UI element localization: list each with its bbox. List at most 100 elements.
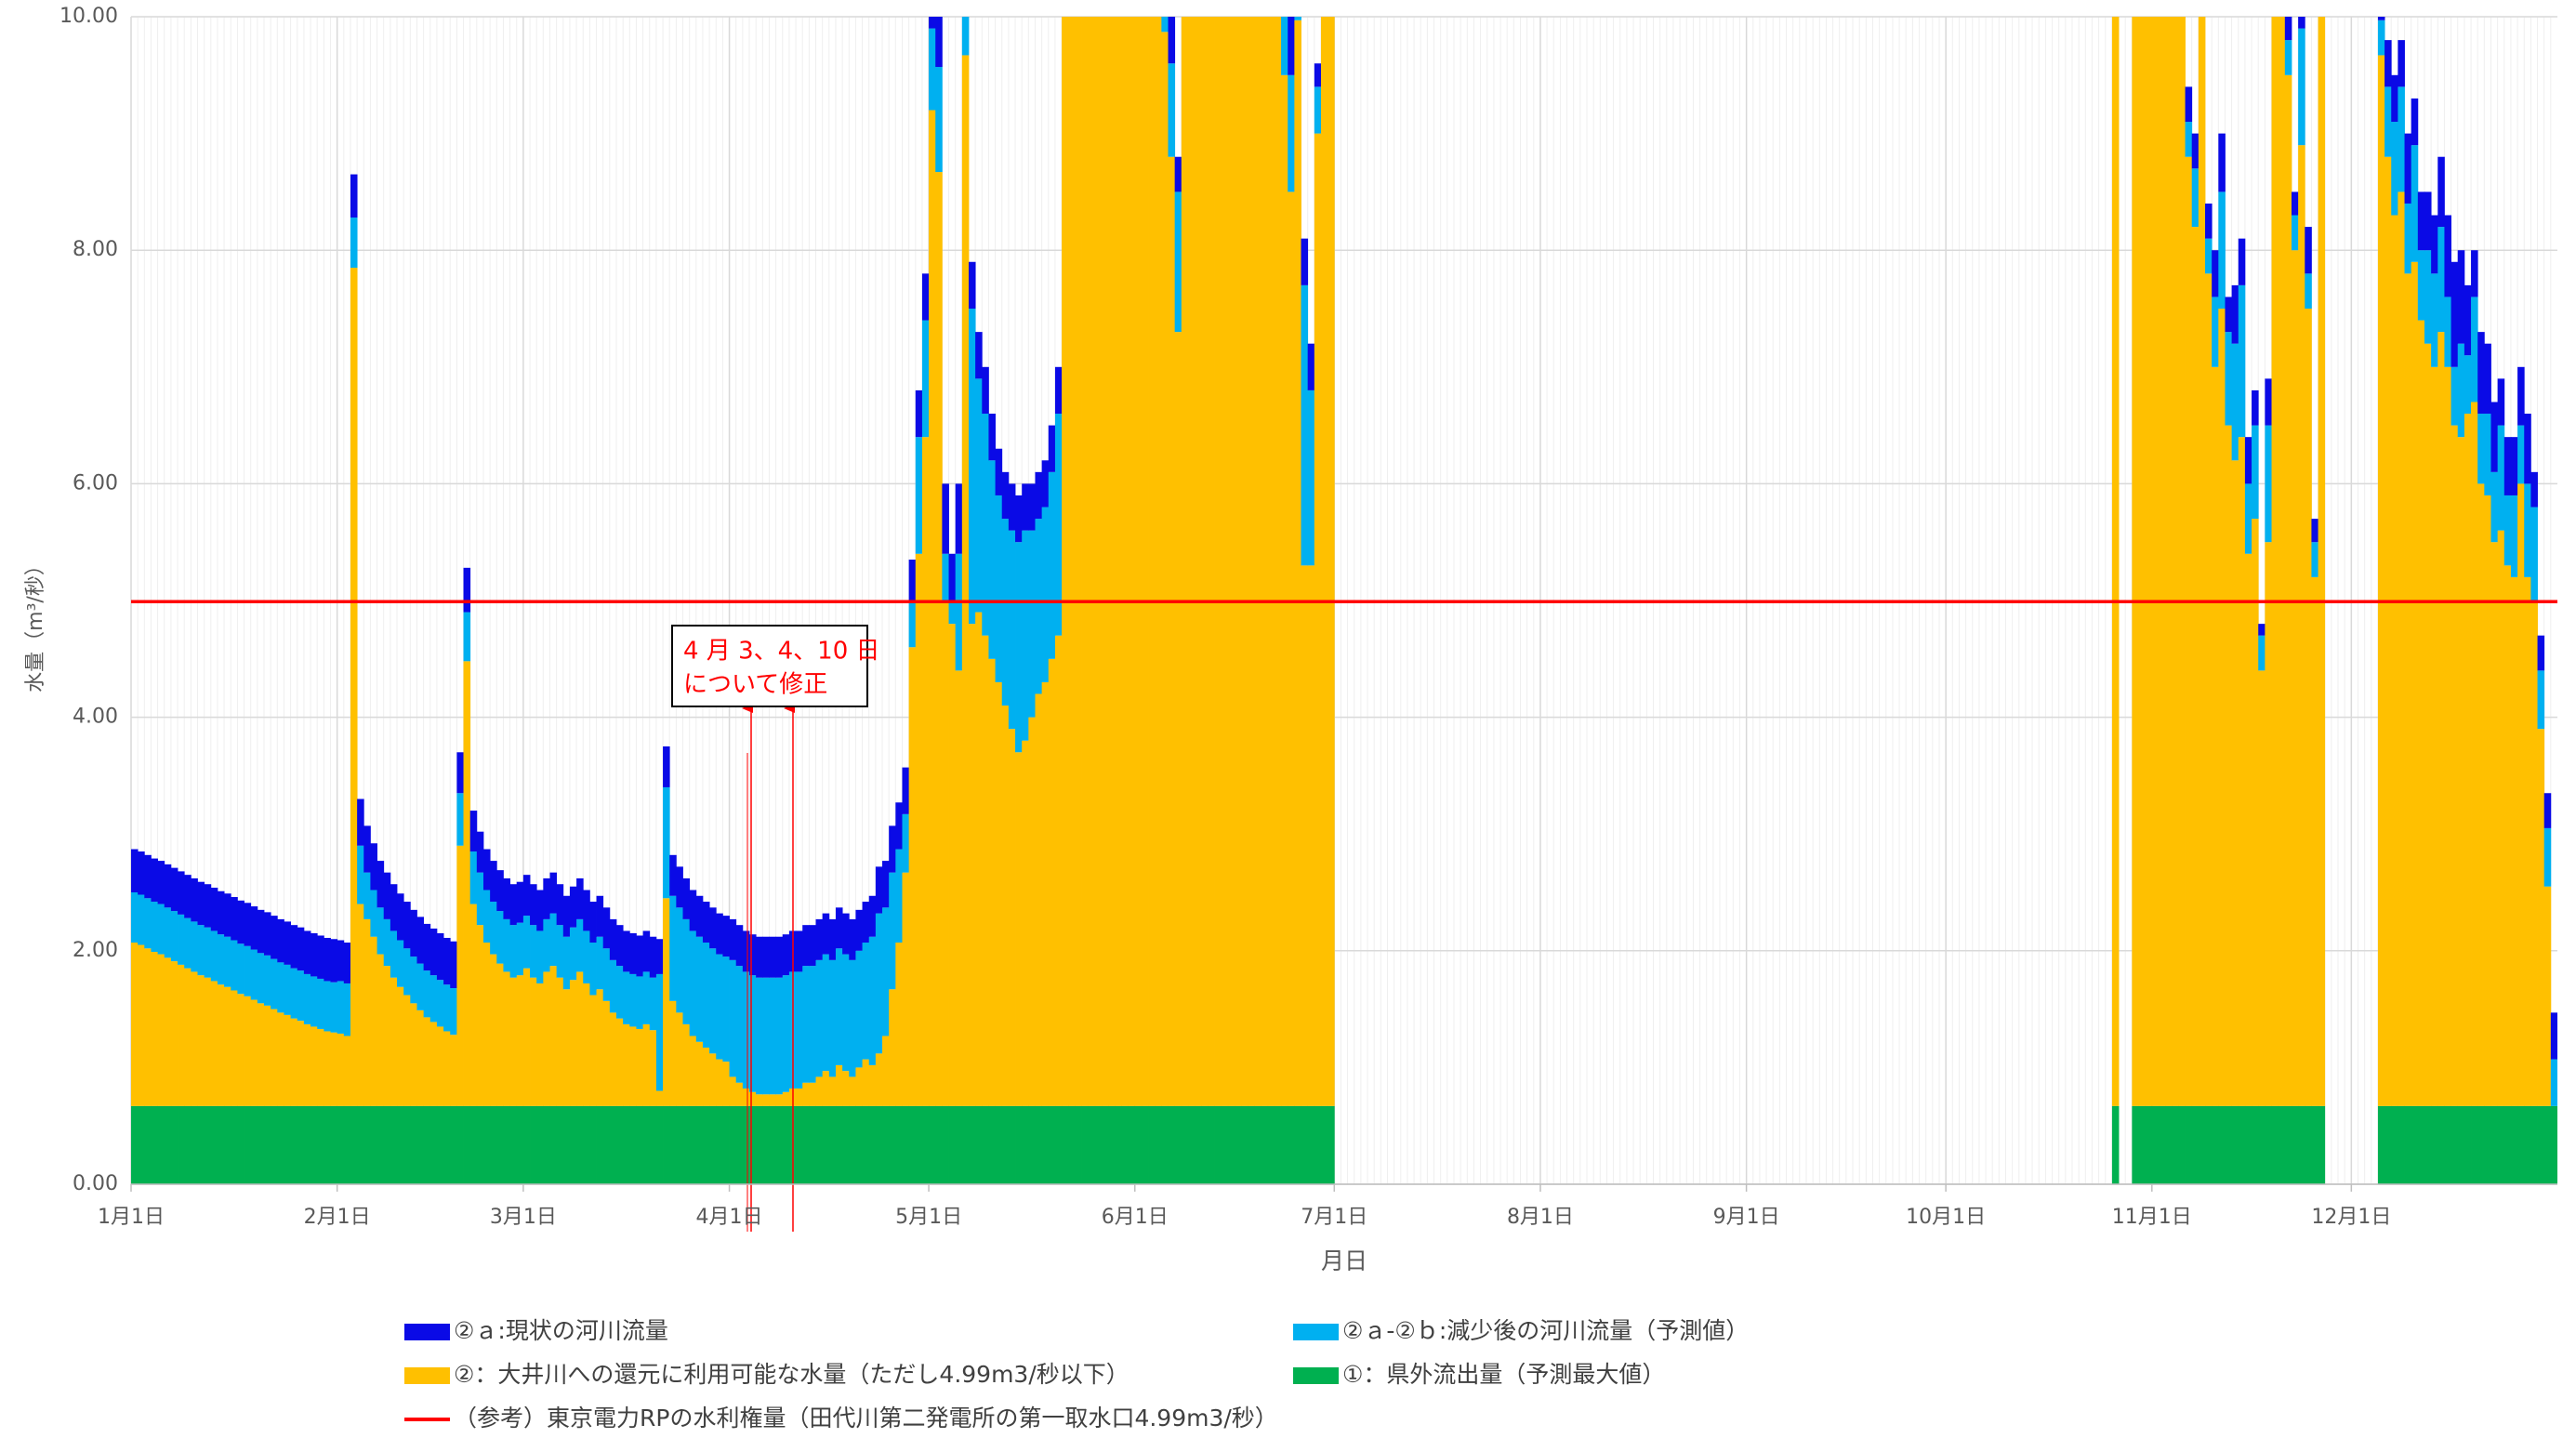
bar-segment bbox=[2484, 343, 2491, 415]
bar-segment bbox=[895, 943, 903, 1106]
bar-segment bbox=[849, 918, 856, 960]
bar-segment bbox=[2471, 250, 2478, 297]
bar-segment bbox=[2510, 437, 2518, 495]
bar-segment bbox=[955, 670, 963, 1106]
bar-segment bbox=[423, 1017, 431, 1106]
bar-segment bbox=[390, 930, 398, 978]
bar-segment bbox=[908, 560, 917, 600]
legend-label: ②ａ:現状の河川流量 bbox=[454, 1317, 668, 1344]
bar-segment bbox=[1028, 530, 1036, 718]
bar-segment bbox=[835, 1064, 843, 1106]
bar-segment bbox=[2457, 1105, 2465, 1184]
bar-segment bbox=[530, 925, 537, 978]
bar-segment bbox=[1301, 284, 1309, 566]
bar-segment bbox=[1088, 1105, 1096, 1184]
bar-segment bbox=[2471, 297, 2478, 402]
bar-segment bbox=[921, 273, 930, 321]
bar-segment bbox=[702, 1048, 710, 1106]
bar-segment bbox=[1001, 471, 1010, 520]
bar-segment bbox=[749, 1105, 757, 1184]
bar-segment bbox=[995, 1105, 1003, 1184]
bar-segment bbox=[2477, 332, 2485, 415]
bar-segment bbox=[975, 612, 983, 1106]
bar-segment bbox=[2510, 495, 2518, 577]
bar-segment bbox=[576, 1105, 584, 1184]
bar-segment bbox=[490, 861, 497, 903]
bar-segment bbox=[138, 944, 145, 1106]
bar-segment bbox=[1141, 17, 1149, 1106]
bar-segment bbox=[2484, 495, 2491, 1106]
bar-segment bbox=[469, 811, 478, 852]
bar-segment bbox=[2305, 1105, 2312, 1184]
bar-segment bbox=[476, 1105, 484, 1184]
bar-segment bbox=[849, 959, 856, 1077]
bar-segment bbox=[443, 984, 451, 1032]
bar-segment bbox=[815, 959, 824, 1077]
bar-segment bbox=[2212, 297, 2219, 367]
bar-segment bbox=[968, 1105, 976, 1184]
bar-segment bbox=[357, 798, 364, 846]
bar-segment bbox=[756, 1105, 763, 1184]
bar-segment bbox=[649, 1105, 657, 1184]
bar-segment bbox=[1108, 1105, 1116, 1184]
bar-segment bbox=[942, 553, 949, 600]
bar-segment bbox=[875, 1053, 883, 1106]
bar-segment bbox=[1128, 1105, 1136, 1184]
bar-segment bbox=[2132, 17, 2139, 1106]
bar-segment bbox=[815, 918, 824, 960]
bar-segment bbox=[1155, 17, 1162, 1106]
bar-segment bbox=[297, 1105, 305, 1184]
bar-segment bbox=[1267, 1105, 1275, 1184]
bar-segment bbox=[543, 918, 550, 972]
bar-segment bbox=[2437, 227, 2445, 333]
bar-segment bbox=[2151, 1105, 2160, 1184]
bar-segment bbox=[543, 971, 550, 1106]
bar-segment bbox=[942, 600, 949, 1106]
bar-segment bbox=[842, 954, 850, 1072]
bar-segment bbox=[2391, 215, 2398, 1106]
bar-segment bbox=[902, 813, 910, 873]
bar-segment bbox=[589, 995, 597, 1106]
bar-segment bbox=[2424, 1105, 2432, 1184]
bar-segment bbox=[682, 918, 691, 1024]
bar-segment bbox=[642, 971, 651, 1024]
bar-segment bbox=[2191, 133, 2200, 169]
bar-segment bbox=[756, 977, 763, 1095]
bar-segment bbox=[436, 1026, 444, 1106]
x-tick-label: 8月1日 bbox=[1507, 1206, 1574, 1229]
bar-segment bbox=[383, 872, 391, 919]
bar-segment bbox=[303, 973, 311, 1024]
bar-segment bbox=[197, 925, 205, 976]
bar-segment bbox=[562, 895, 571, 937]
bar-segment bbox=[403, 1105, 411, 1184]
bar-segment bbox=[1028, 1105, 1036, 1184]
bar-segment bbox=[655, 939, 664, 974]
bar-segment bbox=[390, 884, 398, 931]
bar-segment bbox=[1314, 133, 1322, 1106]
bar-segment bbox=[589, 1105, 597, 1184]
bar-segment bbox=[436, 980, 444, 1027]
bar-segment bbox=[138, 851, 145, 895]
bar-segment bbox=[1288, 1105, 1295, 1184]
legend-swatch bbox=[1293, 1367, 1339, 1384]
bar-segment bbox=[522, 968, 531, 1106]
bar-segment bbox=[882, 907, 890, 1036]
bar-segment bbox=[337, 1033, 345, 1106]
bar-segment bbox=[935, 17, 943, 68]
bar-segment bbox=[988, 414, 996, 461]
bar-segment bbox=[264, 912, 271, 956]
bar-segment bbox=[516, 1105, 524, 1184]
bar-segment bbox=[257, 953, 265, 1004]
bar-segment bbox=[2404, 1105, 2412, 1184]
bar-segment bbox=[509, 884, 518, 926]
bar-segment bbox=[170, 961, 178, 1106]
bar-segment bbox=[895, 849, 903, 943]
bar-segment bbox=[2244, 483, 2252, 554]
bar-segment bbox=[1134, 17, 1143, 1106]
bar-segment bbox=[629, 932, 637, 974]
bar-segment bbox=[569, 980, 577, 1106]
bar-segment bbox=[343, 983, 351, 1036]
bar-segment bbox=[2271, 1105, 2279, 1184]
bar-segment bbox=[2258, 624, 2266, 636]
